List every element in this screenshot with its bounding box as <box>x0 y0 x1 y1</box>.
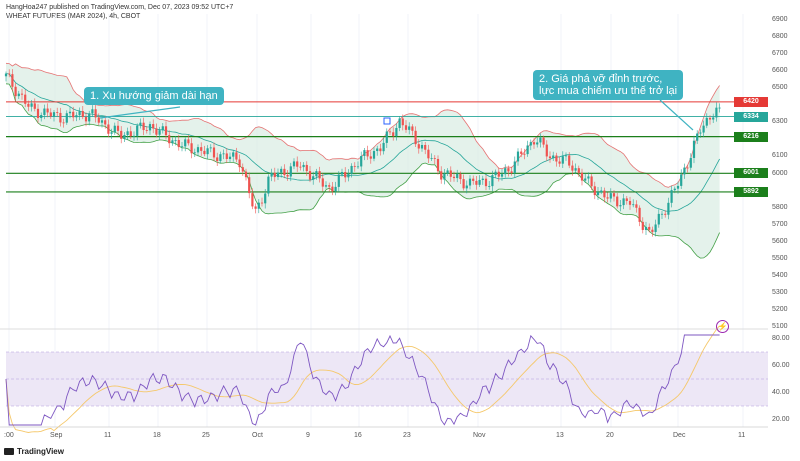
time-axis-label: 11 <box>738 432 746 439</box>
chart-header: HangHoa247 published on TradingView.com,… <box>6 3 233 21</box>
time-axis-label: 11 <box>104 432 112 439</box>
anchor-handle[interactable] <box>383 117 391 125</box>
price-axis-label: 5800 <box>772 203 788 211</box>
bollinger-band-fill <box>6 63 720 259</box>
callout-downtrend-text: 1. Xu hướng giảm dài hạn <box>90 90 218 102</box>
price-axis-label: 5600 <box>772 237 788 245</box>
price-tag-6334: 6334 <box>734 111 768 122</box>
price-tag-6001: 6001 <box>734 168 768 179</box>
bollinger-lower-band <box>5 83 720 259</box>
price-axis-label: 5300 <box>772 288 788 296</box>
callout-downtrend[interactable]: 1. Xu hướng giảm dài hạn <box>84 87 224 105</box>
price-axis-label: 5700 <box>772 220 788 228</box>
time-axis-label: Dec <box>673 432 686 439</box>
price-tag-6420: 6420 <box>734 96 768 107</box>
rsi-axis-label: 20.00 <box>772 415 790 423</box>
time-axis-label: 20 <box>606 432 614 439</box>
tradingview-logo-icon <box>4 448 14 455</box>
price-axis-label: 6500 <box>772 84 788 92</box>
time-axis-label: 18 <box>153 432 161 439</box>
price-axis-label: 5100 <box>772 323 788 330</box>
price-axis-label: 6100 <box>772 152 788 160</box>
price-axis-label: 6000 <box>772 169 788 177</box>
price-tag-6216: 6216 <box>734 131 768 142</box>
bollinger-basis <box>5 73 720 212</box>
rsi-moving-average <box>5 325 720 433</box>
callout-breakout[interactable]: 2. Giá phá vỡ đỉnh trước, lực mua chiếm … <box>533 70 684 100</box>
price-axis-label: 5400 <box>772 271 788 279</box>
rsi-axis-label: 80.00 <box>772 334 790 342</box>
candlesticks <box>4 69 721 237</box>
price-axis-label: 6900 <box>772 16 788 23</box>
time-axis-label: 23 <box>403 432 411 439</box>
price-axis-label: 6800 <box>772 33 788 41</box>
time-axis-label: 9 <box>306 432 310 439</box>
callout1-arrow <box>99 106 181 119</box>
callout-breakout-line2: lực mua chiếm ưu thế trở lại <box>539 85 678 97</box>
price-axis-label: 6600 <box>772 67 788 75</box>
rsi-line <box>5 334 720 426</box>
time-axis-label: :00 <box>4 432 14 439</box>
callout-breakout-line1: 2. Giá phá vỡ đỉnh trước, <box>539 73 663 85</box>
publisher-line: HangHoa247 published on TradingView.com,… <box>6 4 234 11</box>
lightning-icon[interactable]: ⚡ <box>716 320 729 333</box>
price-axis-label: 6300 <box>772 118 788 126</box>
price-tag-5892: 5892 <box>734 186 768 197</box>
time-axis-label: Oct <box>252 432 263 439</box>
time-axis-label: 16 <box>354 432 362 439</box>
time-axis-label: Sep <box>50 432 63 439</box>
time-axis-label: 13 <box>556 432 564 439</box>
footer-brand: TradingView <box>17 447 64 456</box>
price-axis-label: 6700 <box>772 50 788 58</box>
price-axis-label: 5200 <box>772 305 788 313</box>
tradingview-logo: TradingView <box>4 447 64 456</box>
rsi-axis-label: 40.00 <box>772 388 790 396</box>
time-axis-label: Nov <box>473 432 486 439</box>
rsi-axis-label: 60.00 <box>772 361 790 369</box>
callout2-arrow <box>659 99 694 131</box>
time-axis-label: 25 <box>202 432 210 439</box>
price-axis-label: 5500 <box>772 254 788 262</box>
symbol-line[interactable]: WHEAT FUTURES (MAR 2024), 4h, CBOT <box>6 13 141 20</box>
